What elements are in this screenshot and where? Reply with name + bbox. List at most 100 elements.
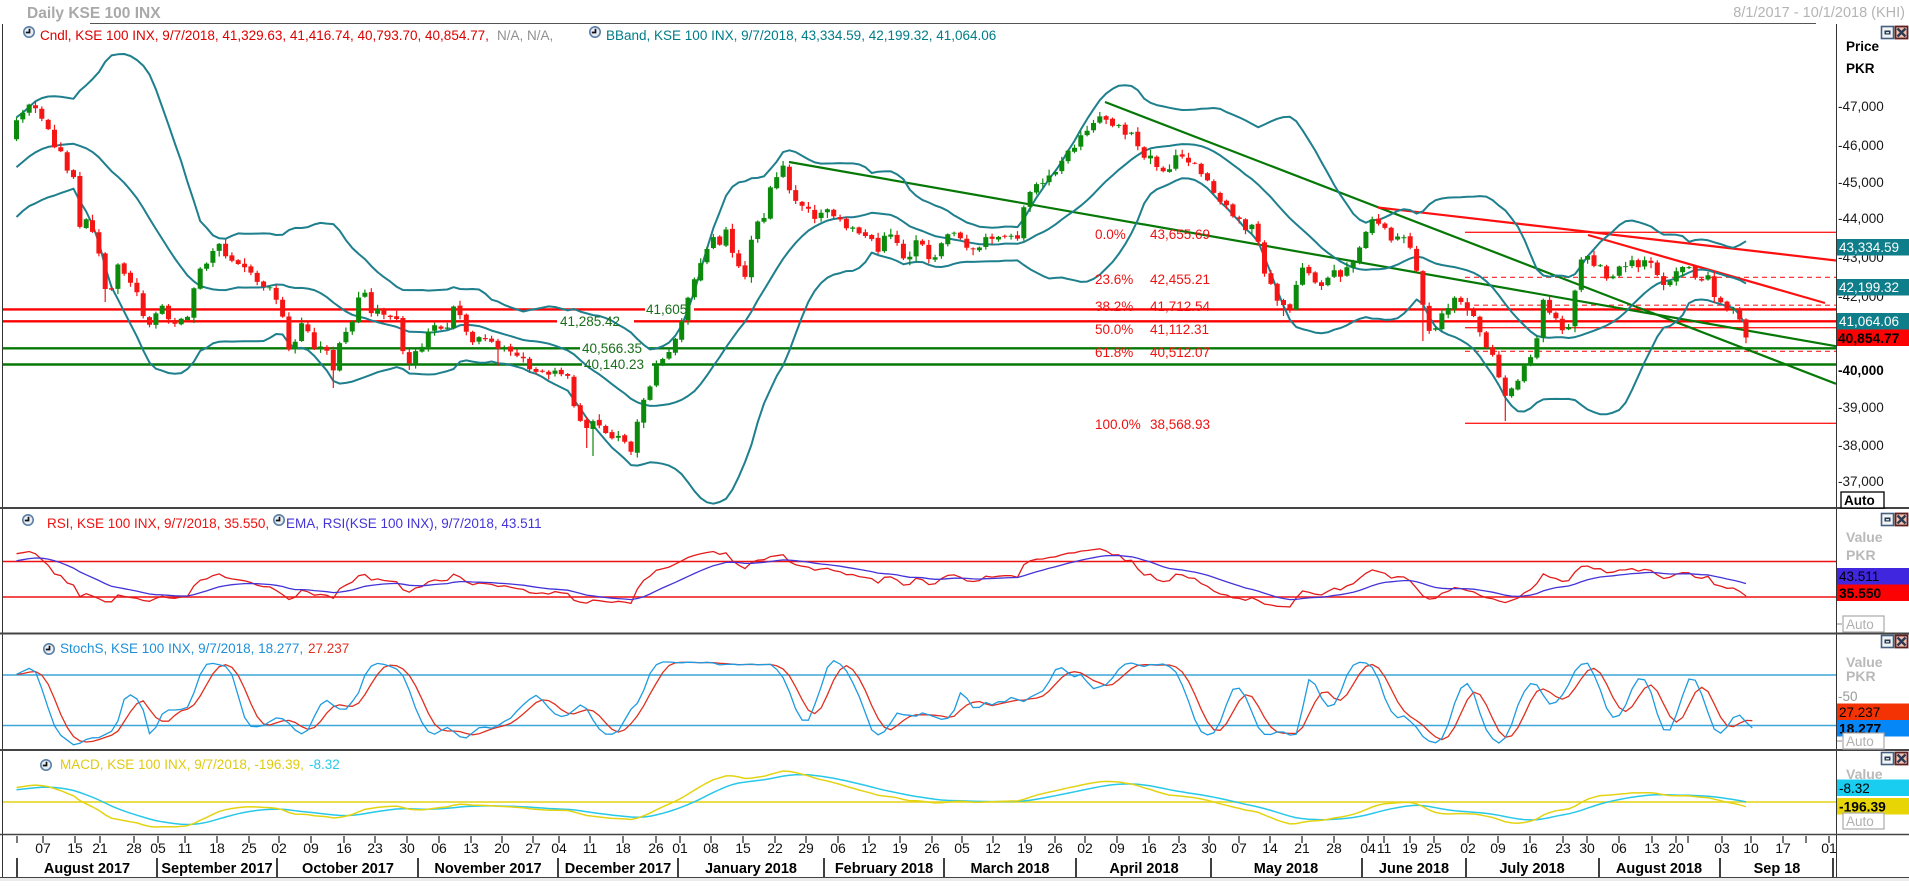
svg-text:07: 07	[35, 840, 51, 856]
svg-text:15: 15	[735, 840, 751, 856]
svg-text:10: 10	[1743, 840, 1759, 856]
svg-text:27: 27	[525, 840, 541, 856]
svg-text:-196.39: -196.39	[1839, 800, 1886, 815]
svg-text:-8.32: -8.32	[309, 757, 340, 772]
svg-text:March 2018: March 2018	[971, 861, 1050, 877]
svg-text:February 2018: February 2018	[835, 861, 933, 877]
svg-text:13: 13	[1644, 840, 1660, 856]
svg-text:01: 01	[1821, 840, 1837, 856]
svg-text:01: 01	[672, 840, 688, 856]
svg-text:21: 21	[92, 840, 108, 856]
svg-text:02: 02	[1460, 840, 1476, 856]
svg-text:-47,000: -47,000	[1838, 99, 1884, 114]
svg-text:18: 18	[615, 840, 631, 856]
svg-text:30: 30	[1579, 840, 1595, 856]
svg-text:100.0%: 100.0%	[1095, 417, 1141, 432]
svg-text:29: 29	[798, 840, 814, 856]
svg-text:11: 11	[1377, 840, 1392, 856]
svg-text:11: 11	[178, 840, 193, 856]
svg-text:28: 28	[126, 840, 142, 856]
svg-text:PKR: PKR	[1846, 547, 1876, 563]
svg-text:Price: Price	[1846, 39, 1880, 54]
svg-text:PKR: PKR	[1846, 668, 1876, 684]
svg-text:40,566.35: 40,566.35	[582, 341, 642, 356]
svg-text:41,285.42: 41,285.42	[560, 314, 620, 329]
svg-text:11: 11	[583, 840, 598, 856]
svg-text:September 2017: September 2017	[161, 861, 272, 877]
svg-text:05: 05	[954, 840, 970, 856]
svg-text:Daily KSE 100 INX: Daily KSE 100 INX	[27, 5, 161, 22]
svg-text:23: 23	[1555, 840, 1571, 856]
svg-text:26: 26	[648, 840, 664, 856]
svg-text:January 2018: January 2018	[705, 861, 797, 877]
svg-text:November 2017: November 2017	[434, 861, 541, 877]
svg-text:Sep 18: Sep 18	[1754, 861, 1801, 877]
svg-text:N/A, N/A,: N/A, N/A,	[497, 28, 553, 43]
svg-text:06: 06	[431, 840, 447, 856]
svg-text:-38,000: -38,000	[1838, 438, 1884, 453]
svg-text:27.237: 27.237	[1839, 705, 1880, 720]
svg-text:-44,000: -44,000	[1838, 211, 1884, 226]
svg-text:21: 21	[1294, 840, 1310, 856]
svg-text:-40,000: -40,000	[1838, 363, 1884, 378]
svg-text:04: 04	[1360, 840, 1376, 856]
svg-text:23.6%: 23.6%	[1095, 272, 1133, 287]
svg-text:19: 19	[1402, 840, 1418, 856]
svg-text:04: 04	[551, 840, 567, 856]
svg-text:20: 20	[494, 840, 510, 856]
svg-text:12: 12	[861, 840, 877, 856]
svg-text:42,455.21: 42,455.21	[1150, 272, 1210, 287]
svg-text:06: 06	[1611, 840, 1627, 856]
svg-text:July 2018: July 2018	[1499, 861, 1564, 877]
svg-text:12: 12	[985, 840, 1001, 856]
svg-text:27.237: 27.237	[308, 641, 349, 656]
svg-text:20: 20	[1668, 840, 1684, 856]
svg-text:Value: Value	[1846, 766, 1883, 782]
svg-text:-8.32: -8.32	[1839, 781, 1870, 796]
svg-text:43,655.69: 43,655.69	[1150, 227, 1210, 242]
svg-text:50.0%: 50.0%	[1095, 322, 1133, 337]
svg-text:22: 22	[767, 840, 783, 856]
svg-text:0.0%: 0.0%	[1095, 227, 1126, 242]
svg-text:35.550: 35.550	[1839, 586, 1882, 601]
svg-text:October 2017: October 2017	[302, 861, 394, 877]
svg-text:02: 02	[271, 840, 287, 856]
svg-text:26: 26	[924, 840, 940, 856]
svg-text:BBand, KSE 100 INX, 9/7/2018,: BBand, KSE 100 INX, 9/7/2018, 43,334.59,…	[606, 28, 996, 43]
svg-text:07: 07	[1231, 840, 1247, 856]
svg-text:19: 19	[892, 840, 908, 856]
svg-text:05: 05	[150, 840, 166, 856]
svg-text:Value: Value	[1846, 529, 1883, 545]
svg-text:41,605: 41,605	[646, 302, 687, 317]
svg-text:30: 30	[1201, 840, 1217, 856]
svg-text:15: 15	[67, 840, 83, 856]
svg-text:38,568.93: 38,568.93	[1150, 417, 1210, 432]
svg-text:June 2018: June 2018	[1379, 861, 1449, 877]
svg-text:16: 16	[1522, 840, 1538, 856]
svg-text:41,064.06: 41,064.06	[1839, 314, 1899, 329]
svg-text:23: 23	[367, 840, 383, 856]
svg-text:19: 19	[1017, 840, 1033, 856]
svg-text:14: 14	[1262, 840, 1278, 856]
svg-text:43,334.59: 43,334.59	[1839, 240, 1899, 255]
svg-text:61.8%: 61.8%	[1095, 345, 1133, 360]
svg-text:-50: -50	[1838, 689, 1858, 704]
svg-text:13: 13	[463, 840, 479, 856]
svg-text:28: 28	[1326, 840, 1342, 856]
svg-text:25: 25	[241, 840, 257, 856]
svg-text:41,112.31: 41,112.31	[1150, 322, 1209, 337]
svg-text:02: 02	[1077, 840, 1093, 856]
svg-text:RSI, KSE 100 INX, 9/7/2018, 35: RSI, KSE 100 INX, 9/7/2018, 35.550,	[47, 516, 269, 531]
svg-text:8/1/2017 - 10/1/2018 (KHI): 8/1/2017 - 10/1/2018 (KHI)	[1733, 5, 1905, 21]
svg-text:42,199.32: 42,199.32	[1839, 280, 1899, 295]
svg-text:17: 17	[1775, 840, 1791, 856]
svg-text:August 2017: August 2017	[44, 861, 130, 877]
svg-text:-39,000: -39,000	[1838, 400, 1884, 415]
svg-text:May 2018: May 2018	[1254, 861, 1319, 877]
svg-text:30: 30	[399, 840, 415, 856]
svg-text:EMA, RSI(KSE 100 INX), 9/7/201: EMA, RSI(KSE 100 INX), 9/7/2018, 43.511	[286, 516, 542, 531]
svg-text:25: 25	[1426, 840, 1442, 856]
svg-text:40,854.77: 40,854.77	[1838, 331, 1900, 346]
svg-text:-46,000: -46,000	[1838, 138, 1884, 153]
svg-text:December 2017: December 2017	[565, 861, 671, 877]
